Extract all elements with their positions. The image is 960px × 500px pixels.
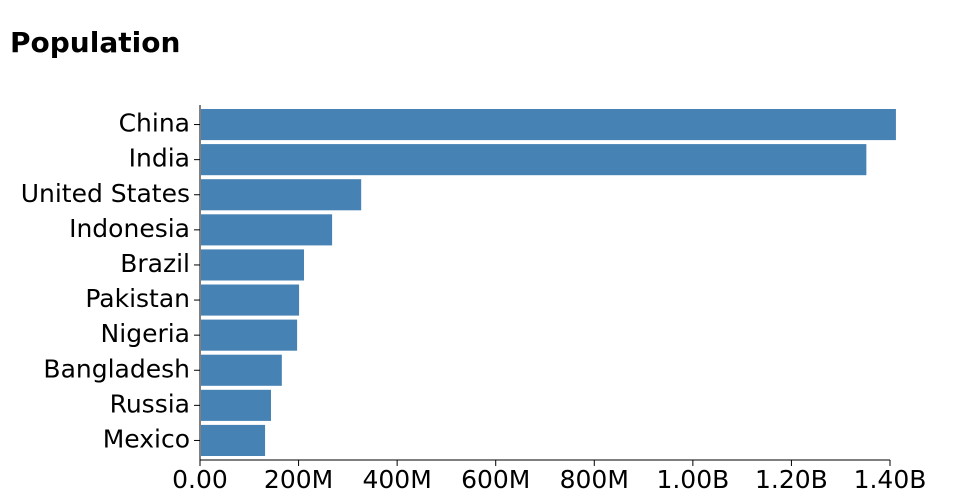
y-tick-label: Russia	[110, 389, 190, 418]
y-tick-label: India	[129, 144, 190, 173]
x-tick-label: 1.40B	[854, 465, 927, 494]
y-tick-label: Nigeria	[101, 319, 190, 348]
x-tick-label: 200M	[264, 465, 333, 494]
bar	[201, 284, 300, 316]
y-tick-label: Pakistan	[85, 284, 190, 313]
bar	[201, 109, 896, 141]
y-tick-label: China	[119, 109, 190, 138]
bar	[201, 319, 298, 351]
y-tick-label: Indonesia	[69, 214, 190, 243]
x-tick-label: 1.00B	[656, 465, 729, 494]
x-tick-label: 600M	[461, 465, 530, 494]
bar	[201, 354, 282, 386]
y-tick-label: Brazil	[120, 249, 190, 278]
x-tick-label: 0.00	[172, 465, 228, 494]
y-tick-label: United States	[21, 179, 190, 208]
bar	[201, 214, 333, 246]
bar	[201, 144, 867, 176]
bar	[201, 249, 305, 281]
chart-title: Population	[10, 26, 180, 59]
bar	[201, 389, 271, 421]
y-tick-label: Mexico	[103, 424, 190, 453]
x-tick-label: 800M	[560, 465, 629, 494]
y-tick-label: Bangladesh	[43, 354, 190, 383]
bar	[201, 179, 362, 211]
x-tick-label: 400M	[362, 465, 431, 494]
x-tick-label: 1.20B	[755, 465, 828, 494]
bar	[201, 424, 266, 456]
